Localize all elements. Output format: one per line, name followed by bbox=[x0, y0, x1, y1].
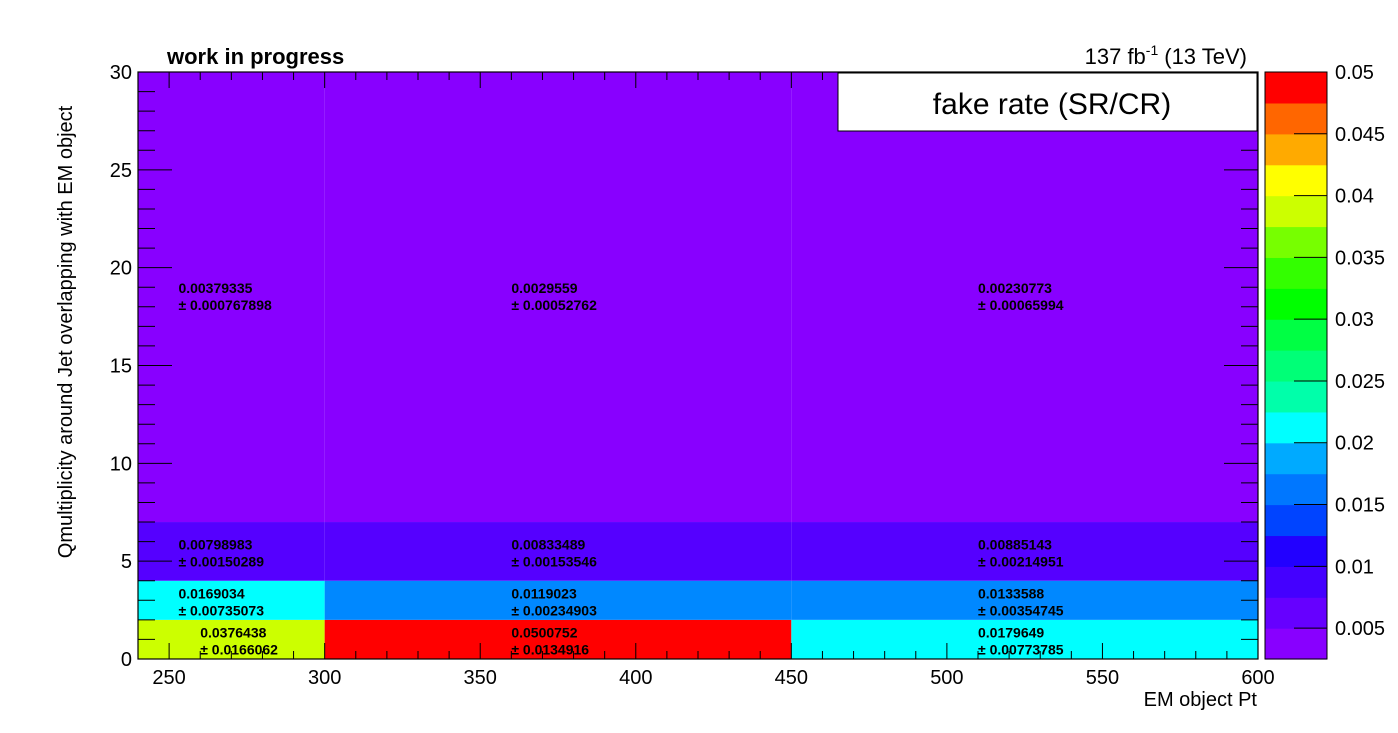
x-tick-label: 350 bbox=[464, 667, 497, 689]
lumi-text: 137 fb-1 (13 TeV) bbox=[1085, 42, 1247, 69]
heatmap-cells bbox=[138, 72, 1258, 659]
color-scale-segment bbox=[1265, 288, 1327, 320]
color-scale-tick-label: 0.02 bbox=[1335, 433, 1374, 455]
cell-value-label: 0.0029559 bbox=[511, 280, 577, 296]
color-scale-segment bbox=[1265, 164, 1327, 197]
y-tick-label: 5 bbox=[121, 551, 132, 573]
cell-error-label: ± 0.00234903 bbox=[511, 602, 597, 618]
cell-error-label: ± 0.00354745 bbox=[978, 602, 1064, 618]
cell-value-label: 0.0179649 bbox=[978, 624, 1044, 640]
cell-error-label: ± 0.00065994 bbox=[978, 297, 1064, 313]
legend-box bbox=[837, 72, 1258, 132]
cell-error-label: ± 0.0166062 bbox=[200, 641, 278, 657]
heatmap-cell bbox=[324, 72, 792, 523]
cell-value-label: 0.0500752 bbox=[511, 624, 577, 640]
color-scale-labels: 0.005 0.01 0.015 0.02 0.025 0.03 0.035 0.04 0.04… bbox=[1335, 62, 1385, 640]
heatmap-cell bbox=[791, 522, 1258, 581]
color-scale-segment bbox=[1265, 473, 1327, 506]
color-scale-segment bbox=[1265, 72, 1327, 104]
color-scale-tick-label: 0.05 bbox=[1335, 62, 1374, 84]
x-tick-label: 600 bbox=[1241, 667, 1274, 689]
cell-error-label: ± 0.00153546 bbox=[511, 553, 597, 569]
color-scale-bar bbox=[1264, 71, 1328, 660]
color-scale-tick-label: 0.035 bbox=[1335, 247, 1385, 269]
x-axis-label: EM object Pt bbox=[1144, 689, 1258, 711]
heatmap-cell bbox=[138, 72, 325, 523]
y-tick-label: 10 bbox=[110, 453, 132, 475]
lumi-value: 137 fb bbox=[1085, 44, 1146, 69]
color-scale-segment bbox=[1265, 380, 1327, 413]
y-tick-label: 15 bbox=[110, 356, 132, 378]
cell-value-label: 0.00230773 bbox=[978, 280, 1052, 296]
color-scale-tick-label: 0.045 bbox=[1335, 124, 1385, 146]
x-tick-label: 250 bbox=[152, 667, 185, 689]
cell-error-label: ± 0.00150289 bbox=[178, 553, 264, 569]
x-tick-label: 300 bbox=[308, 667, 341, 689]
cell-error-label: ± 0.0134916 bbox=[511, 641, 589, 657]
color-scale-tick-label: 0.015 bbox=[1335, 495, 1385, 517]
color-scale-tick-label: 0.03 bbox=[1335, 309, 1374, 331]
color-scale-segment bbox=[1265, 597, 1327, 629]
heatmap-cell bbox=[324, 522, 792, 581]
cell-labels: 0.0376438± 0.0166062 0.0500752± 0.0134916… bbox=[178, 280, 1063, 657]
heatmap-cell bbox=[138, 522, 325, 581]
color-scale-segment bbox=[1265, 442, 1327, 475]
cell-value-label: 0.00885143 bbox=[978, 536, 1052, 552]
cell-value-label: 0.00379335 bbox=[178, 280, 252, 296]
y-tick-label: 0 bbox=[121, 649, 132, 671]
cell-value-label: 0.0133588 bbox=[978, 585, 1044, 601]
legend-title: fake rate (SR/CR) bbox=[933, 88, 1171, 121]
x-tick-label: 550 bbox=[1086, 667, 1119, 689]
color-scale-segment bbox=[1265, 102, 1327, 135]
heatmap-cell bbox=[791, 72, 1258, 523]
color-scale-segment bbox=[1265, 504, 1327, 537]
lumi-energy: (13 TeV) bbox=[1164, 44, 1247, 69]
cell-value-label: 0.0376438 bbox=[200, 624, 266, 640]
x-tick-label: 400 bbox=[619, 667, 652, 689]
color-scale-segment bbox=[1265, 411, 1327, 444]
cell-error-label: ± 0.00735073 bbox=[178, 602, 264, 618]
heatmap-cell bbox=[138, 580, 325, 620]
cell-value-label: 0.0169034 bbox=[178, 585, 244, 601]
x-tick-labels: 250 300 350 400 450 500 550 600 bbox=[152, 667, 1274, 689]
color-scale-segment bbox=[1265, 257, 1327, 289]
color-scale-tick-label: 0.01 bbox=[1335, 556, 1374, 578]
cell-error-label: ± 0.000767898 bbox=[178, 297, 272, 313]
color-scale-segment bbox=[1265, 350, 1327, 382]
color-scale-tick-label: 0.04 bbox=[1335, 186, 1374, 208]
color-scale-segment bbox=[1265, 226, 1327, 258]
cell-value-label: 0.0119023 bbox=[511, 585, 577, 601]
heatmap-cell bbox=[324, 580, 792, 620]
heatmap-cell bbox=[791, 619, 1258, 659]
x-tick-label: 450 bbox=[775, 667, 808, 689]
header-left-text: work in progress bbox=[166, 44, 344, 69]
heatmap-cell bbox=[324, 619, 792, 659]
color-scale-segment bbox=[1265, 195, 1327, 228]
y-tick-label: 25 bbox=[110, 160, 132, 182]
color-scale-tick-label: 0.025 bbox=[1335, 371, 1385, 393]
cell-value-label: 0.00833489 bbox=[511, 536, 585, 552]
cell-error-label: ± 0.00052762 bbox=[511, 297, 597, 313]
color-scale-segment bbox=[1265, 319, 1327, 351]
y-tick-labels: 0 5 10 15 20 25 30 bbox=[110, 62, 132, 671]
color-scale-tick-label: 0.005 bbox=[1335, 618, 1385, 640]
color-scale-segment bbox=[1265, 133, 1327, 166]
y-axis-label: Qmultiplicity around Jet overlapping wit… bbox=[55, 105, 77, 558]
cell-error-label: ± 0.00773785 bbox=[978, 641, 1064, 657]
heatmap-cell bbox=[791, 580, 1258, 620]
y-tick-label: 20 bbox=[110, 258, 132, 280]
y-tick-label: 30 bbox=[110, 62, 132, 84]
color-scale-segment bbox=[1265, 535, 1327, 567]
cell-error-label: ± 0.00214951 bbox=[978, 553, 1064, 569]
color-scale-segment bbox=[1265, 628, 1327, 660]
color-scale-segment bbox=[1265, 566, 1327, 598]
x-tick-label: 500 bbox=[930, 667, 963, 689]
cell-value-label: 0.00798983 bbox=[178, 536, 252, 552]
lumi-exponent: -1 bbox=[1146, 42, 1159, 58]
